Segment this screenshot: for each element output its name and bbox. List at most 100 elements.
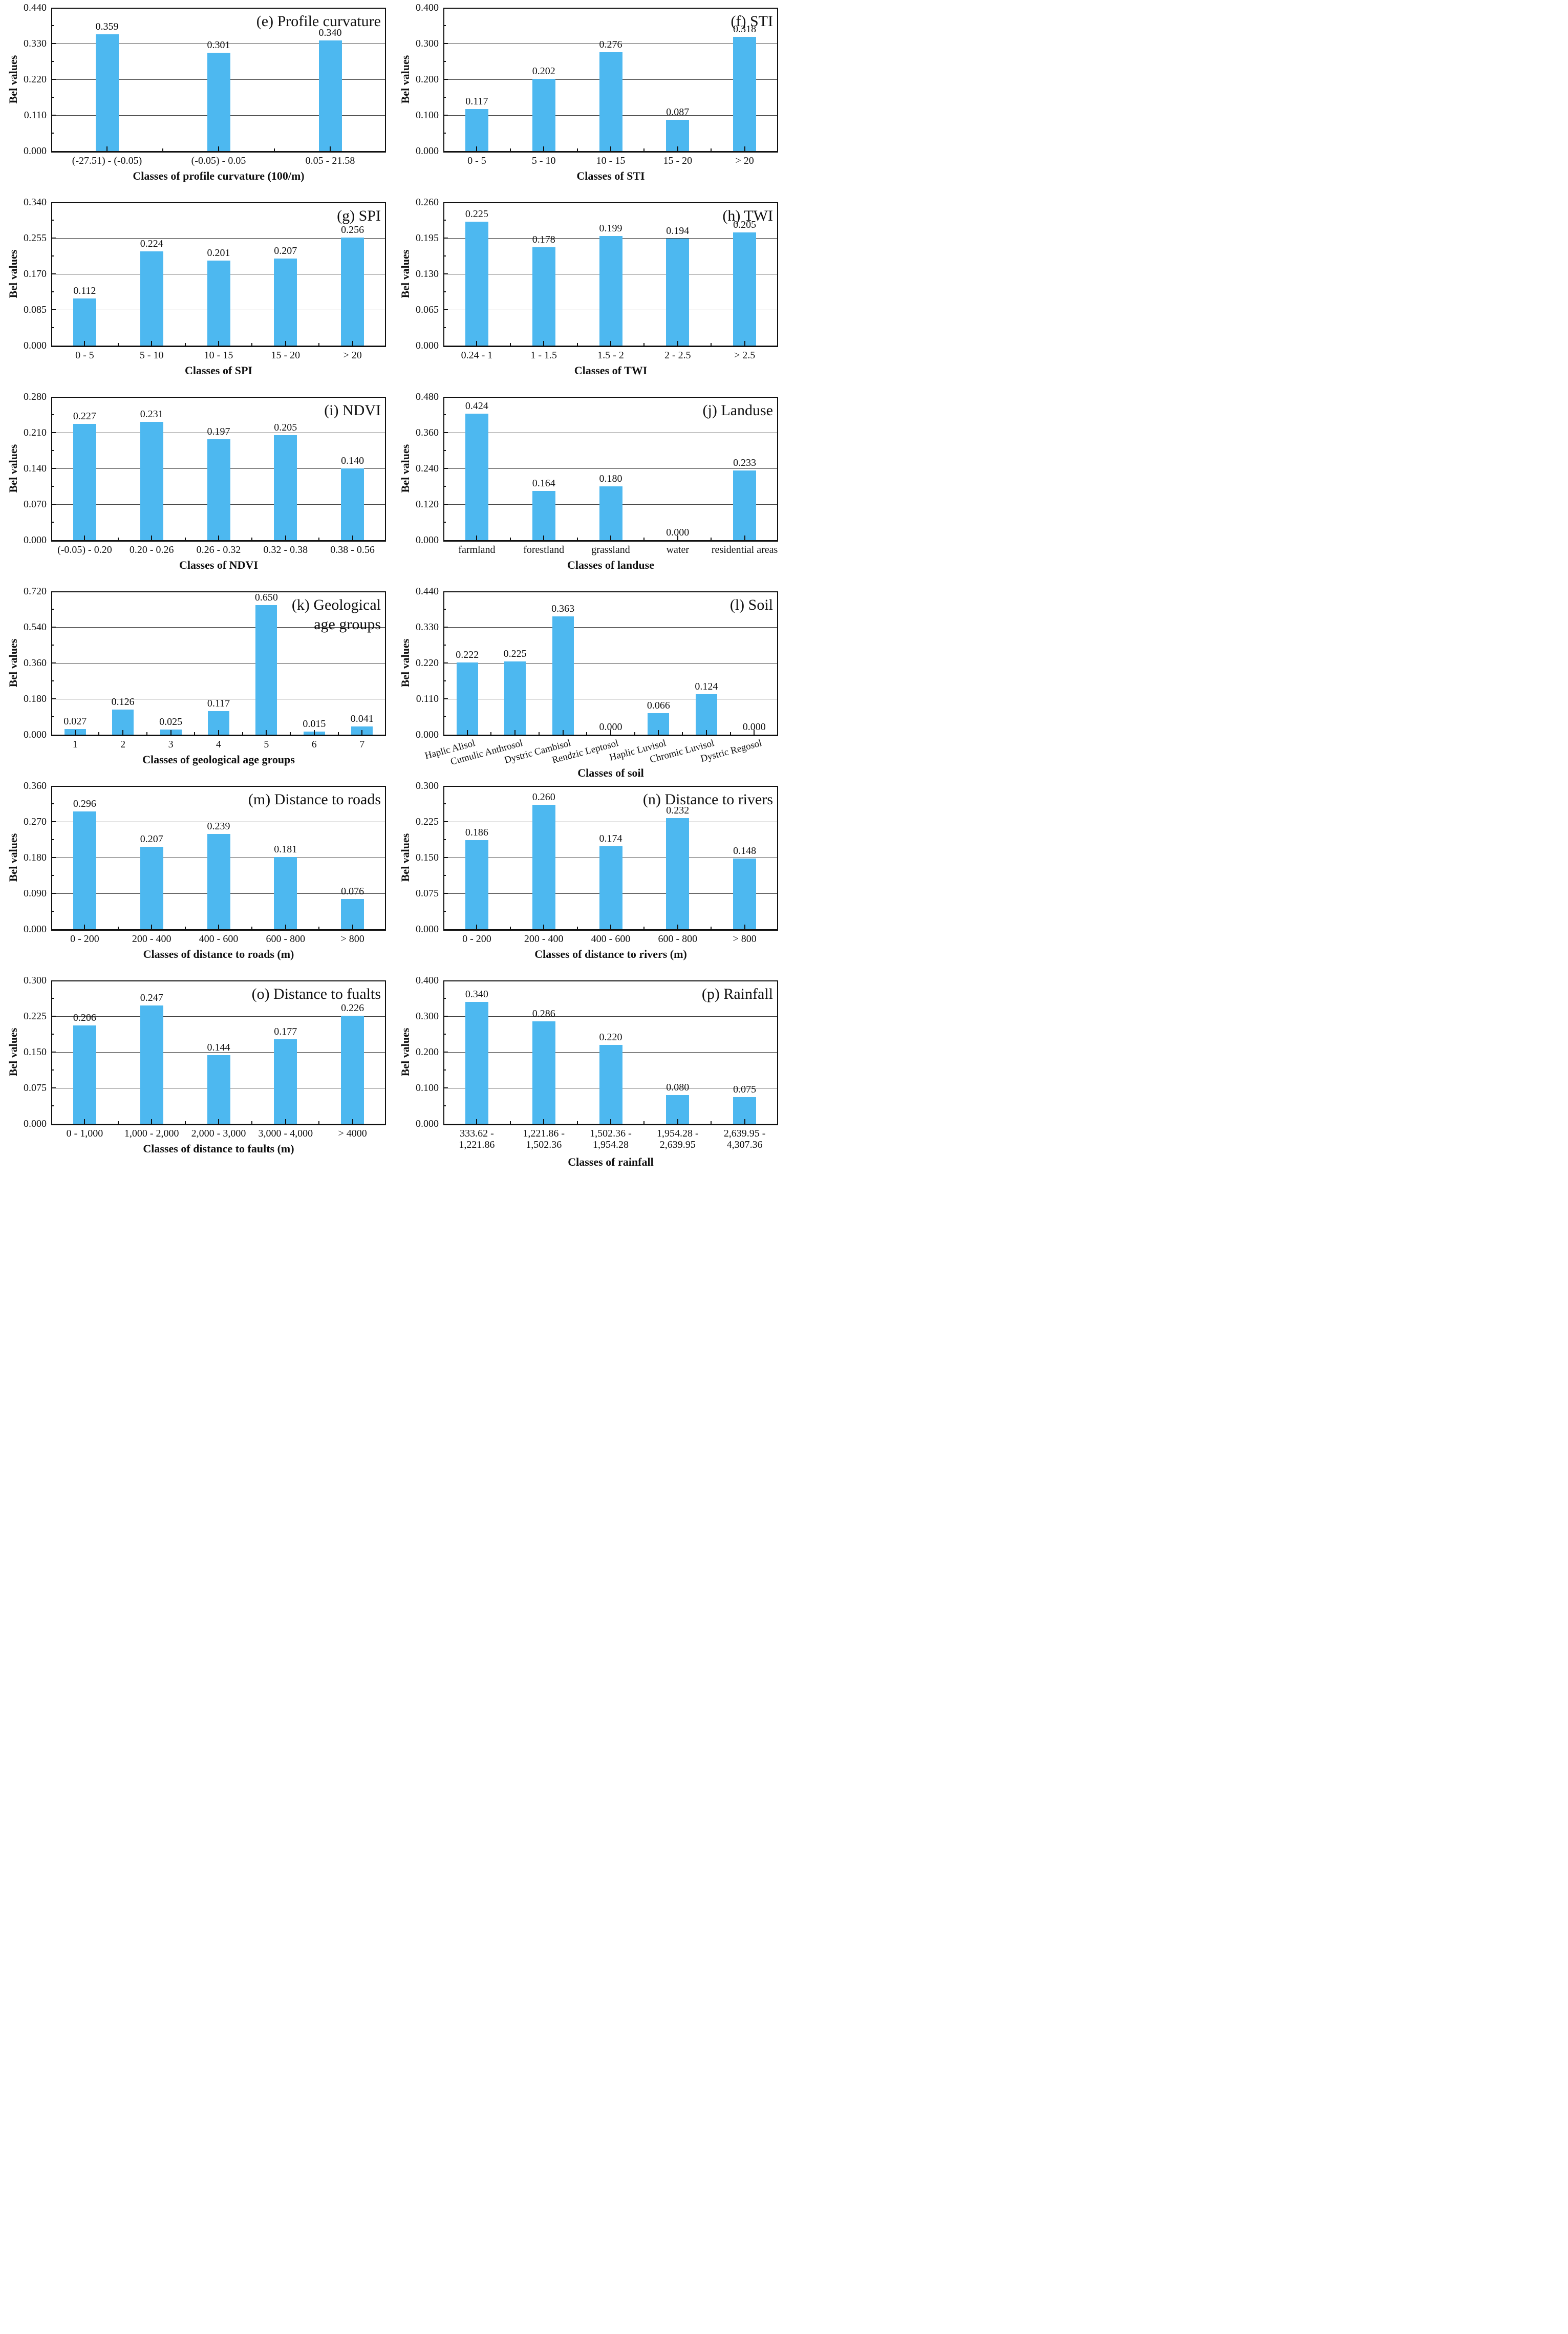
bar-value-label: 0.201 bbox=[207, 247, 230, 259]
x-minor-tick bbox=[711, 1121, 712, 1124]
x-tick-label: 5 - 10 bbox=[139, 350, 164, 361]
chart-panel-f: 0.117 0 - 5 0.202 5 - 10 0.276 10 - 15 0.087 15… bbox=[392, 0, 784, 195]
y-major-tick bbox=[443, 115, 448, 116]
bar bbox=[341, 899, 364, 929]
x-minor-tick bbox=[538, 732, 540, 735]
bar-value-label: 0.076 bbox=[341, 886, 364, 897]
panel-title: (l) Soil bbox=[730, 595, 773, 615]
x-tick-label: 400 - 600 bbox=[199, 933, 239, 945]
bar-value-label: 0.239 bbox=[207, 821, 230, 832]
x-axis-title: Classes of distance to faults (m) bbox=[143, 1142, 294, 1155]
bar bbox=[733, 470, 757, 540]
y-axis-title: Bel values bbox=[399, 833, 412, 882]
y-major-tick bbox=[443, 698, 448, 699]
bar-value-label: 0.197 bbox=[207, 426, 230, 437]
x-major-tick bbox=[677, 146, 678, 151]
bar-value-label: 0.260 bbox=[532, 791, 555, 803]
bar bbox=[95, 34, 119, 151]
chart-panel-p: 0.340 333.62 - 1,221.86 0.286 1,221.86 - 1,… bbox=[392, 973, 784, 1167]
bar-value-label: 0.177 bbox=[274, 1026, 297, 1037]
y-major-tick bbox=[443, 432, 448, 433]
x-major-tick bbox=[218, 925, 219, 929]
x-major-tick bbox=[84, 341, 85, 346]
x-tick-label: 0.05 - 21.58 bbox=[305, 155, 355, 166]
y-tick-label: 0.540 bbox=[24, 622, 47, 633]
bar-value-label: 0.276 bbox=[599, 39, 622, 50]
bar bbox=[532, 805, 555, 929]
panel-title-line: (e) Profile curvature bbox=[256, 13, 381, 30]
x-minor-tick bbox=[643, 1121, 645, 1124]
x-minor-tick bbox=[318, 927, 320, 929]
x-major-tick bbox=[543, 146, 545, 151]
y-minor-tick bbox=[443, 998, 446, 999]
x-tick-label: 4 bbox=[216, 739, 221, 750]
x-minor-tick bbox=[98, 732, 100, 735]
x-tick-label: > 4000 bbox=[338, 1128, 367, 1139]
y-tick-label: 0.340 bbox=[24, 197, 47, 208]
bar-value-label: 0.225 bbox=[503, 648, 527, 659]
x-tick-label: 1 bbox=[72, 739, 78, 750]
y-tick-label: 0.195 bbox=[416, 232, 439, 244]
bar-value-label: 0.226 bbox=[341, 1002, 364, 1014]
panel-title-line: (f) STI bbox=[731, 13, 773, 30]
x-tick-label: (-27.51) - (-0.05) bbox=[72, 155, 142, 166]
x-major-tick bbox=[74, 730, 76, 735]
bar bbox=[341, 238, 364, 346]
x-minor-tick bbox=[643, 343, 645, 346]
y-tick-label: 0.000 bbox=[416, 145, 439, 157]
bar-value-label: 0.231 bbox=[140, 409, 163, 420]
y-minor-tick bbox=[443, 133, 446, 134]
y-axis-title: Bel values bbox=[7, 833, 19, 882]
bar bbox=[207, 261, 230, 346]
x-axis-title: Classes of distance to roads (m) bbox=[143, 948, 294, 960]
y-minor-tick bbox=[443, 450, 446, 451]
x-tick-label: 10 - 15 bbox=[596, 155, 626, 166]
bar-value-label: 0.318 bbox=[733, 24, 757, 35]
y-axis-title: Bel values bbox=[7, 444, 19, 493]
bar-value-label: 0.041 bbox=[350, 713, 374, 724]
x-tick-label: grassland bbox=[591, 544, 630, 555]
chart-panel-e: 0.359 (-27.51) - (-0.05) 0.301 (-0.05) - 0.… bbox=[0, 0, 392, 195]
x-axis-title: Classes of rainfall bbox=[568, 1155, 654, 1167]
bar-value-label: 0.207 bbox=[274, 245, 297, 256]
y-tick-label: 0.225 bbox=[24, 1011, 47, 1022]
y-tick-label: 0.000 bbox=[24, 729, 47, 740]
y-major-tick bbox=[51, 43, 56, 44]
x-major-tick bbox=[266, 730, 267, 735]
panel-title-line: (l) Soil bbox=[729, 596, 773, 613]
bar-value-label: 0.650 bbox=[254, 592, 278, 603]
y-minor-tick bbox=[443, 839, 446, 840]
panel-title: (o) Distance to fualts bbox=[252, 984, 381, 1004]
y-minor-tick bbox=[51, 133, 54, 134]
bar bbox=[73, 1025, 96, 1124]
x-tick-label: 0.32 - 0.38 bbox=[263, 544, 308, 555]
x-major-tick bbox=[285, 1119, 286, 1124]
x-tick-label: 3 bbox=[168, 739, 174, 750]
x-minor-tick bbox=[337, 732, 339, 735]
x-minor-tick bbox=[509, 538, 511, 540]
x-minor-tick bbox=[682, 732, 683, 735]
bar-value-label: 0.224 bbox=[140, 238, 163, 249]
x-tick-label: (-0.05) - 0.20 bbox=[57, 544, 112, 555]
y-minor-tick bbox=[443, 1034, 446, 1035]
x-minor-tick bbox=[711, 538, 712, 540]
x-minor-tick bbox=[576, 148, 578, 151]
y-axis-title: Bel values bbox=[7, 249, 19, 298]
gridline bbox=[443, 468, 778, 469]
x-minor-tick bbox=[576, 538, 578, 540]
y-minor-tick bbox=[51, 97, 54, 98]
y-tick-label: 0.300 bbox=[416, 1011, 439, 1022]
y-tick-label: 0.000 bbox=[24, 1118, 47, 1129]
bar bbox=[341, 468, 364, 540]
y-tick-label: 0.000 bbox=[24, 924, 47, 935]
y-major-tick bbox=[51, 468, 56, 469]
panel-title-line: (o) Distance to fualts bbox=[251, 986, 381, 1002]
gridline bbox=[51, 627, 386, 628]
panel-title: (i) NDVI bbox=[324, 401, 381, 420]
y-minor-tick bbox=[51, 645, 54, 646]
y-major-tick bbox=[443, 43, 448, 44]
chart-panel-j: 0.424 farmland 0.164 forestland 0.180 grassla… bbox=[392, 389, 784, 584]
x-major-tick bbox=[285, 536, 286, 540]
x-major-tick bbox=[476, 146, 478, 151]
y-major-tick bbox=[443, 79, 448, 80]
